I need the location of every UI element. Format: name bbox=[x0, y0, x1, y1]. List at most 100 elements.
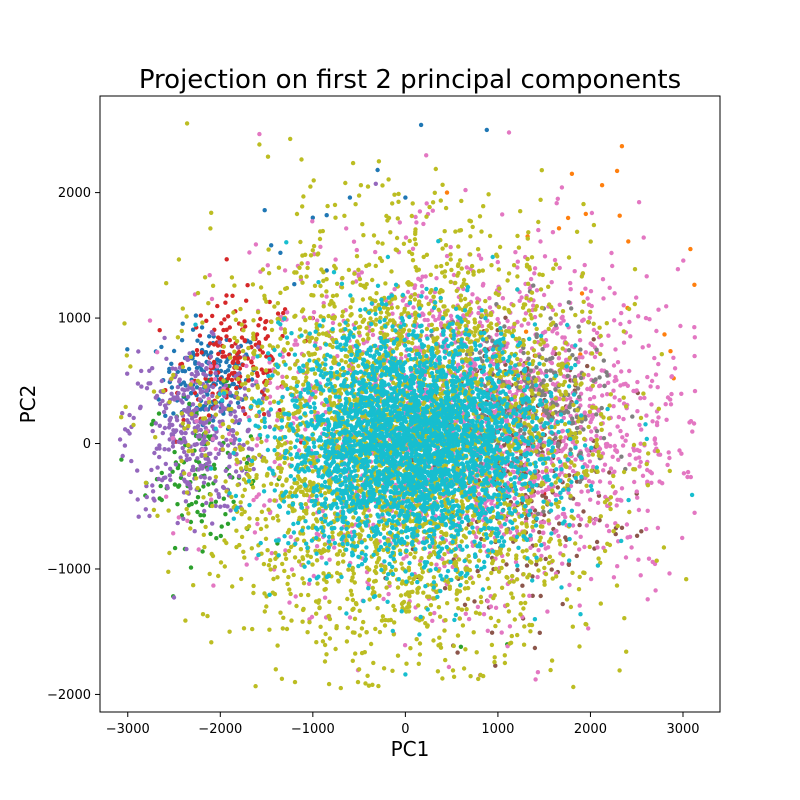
scatter-point bbox=[366, 336, 371, 341]
scatter-point bbox=[299, 157, 304, 162]
scatter-point bbox=[600, 277, 606, 282]
scatter-point bbox=[172, 545, 178, 551]
scatter-point bbox=[196, 547, 201, 552]
scatter-point bbox=[560, 561, 565, 566]
scatter-point bbox=[454, 575, 459, 580]
scatter-point bbox=[166, 447, 171, 452]
scatter-point bbox=[307, 315, 313, 321]
scatter-point bbox=[617, 213, 622, 218]
scatter-point bbox=[681, 471, 687, 476]
scatter-point bbox=[463, 611, 468, 616]
scatter-point bbox=[542, 565, 547, 571]
scatter-point bbox=[147, 318, 153, 323]
scatter-point bbox=[251, 590, 256, 596]
scatter-point bbox=[546, 326, 551, 332]
scatter-point bbox=[120, 411, 125, 416]
scatter-point bbox=[587, 459, 593, 464]
scatter-point bbox=[442, 552, 447, 557]
scatter-point bbox=[314, 640, 319, 645]
scatter-point bbox=[531, 303, 536, 308]
scatter-point bbox=[192, 529, 197, 534]
scatter-point bbox=[233, 414, 238, 419]
scatter-point bbox=[618, 428, 623, 434]
scatter-point bbox=[300, 576, 305, 581]
scatter-point bbox=[531, 528, 536, 533]
scatter-point bbox=[368, 316, 373, 321]
scatter-point bbox=[236, 349, 242, 355]
scatter-point bbox=[663, 402, 668, 407]
scatter-point bbox=[281, 310, 286, 316]
scatter-point bbox=[217, 441, 222, 446]
scatter-point bbox=[652, 437, 657, 442]
scatter-point bbox=[216, 494, 222, 500]
scatter-point bbox=[688, 419, 694, 424]
scatter-point bbox=[538, 593, 543, 599]
scatter-point bbox=[585, 363, 590, 369]
scatter-point bbox=[172, 482, 178, 487]
scatter-point bbox=[601, 436, 607, 441]
scatter-point bbox=[403, 195, 408, 200]
scatter-point bbox=[311, 243, 317, 249]
scatter-point bbox=[200, 502, 205, 508]
scatter-point bbox=[627, 368, 632, 374]
scatter-point bbox=[312, 283, 318, 288]
scatter-point bbox=[254, 332, 260, 337]
scatter-point bbox=[373, 181, 378, 186]
scatter-point bbox=[613, 448, 618, 453]
scatter-point bbox=[538, 239, 543, 244]
scatter-point bbox=[396, 191, 401, 197]
scatter-point bbox=[560, 346, 565, 351]
scatter-point bbox=[159, 478, 165, 483]
scatter-point bbox=[238, 306, 243, 312]
scatter-point bbox=[201, 439, 206, 444]
scatter-point bbox=[578, 375, 584, 381]
scatter-point bbox=[410, 258, 416, 263]
scatter-point bbox=[186, 503, 192, 508]
scatter-point bbox=[412, 319, 417, 324]
scatter-point bbox=[599, 183, 605, 188]
scatter-point bbox=[315, 410, 320, 416]
scatter-point bbox=[558, 435, 563, 440]
scatter-point bbox=[256, 492, 262, 497]
scatter-point bbox=[269, 243, 274, 248]
scatter-point bbox=[151, 496, 156, 501]
scatter-point bbox=[590, 414, 595, 420]
scatter-point bbox=[619, 498, 624, 503]
scatter-point bbox=[428, 611, 433, 617]
scatter-point bbox=[576, 502, 581, 507]
scatter-point bbox=[278, 469, 284, 474]
scatter-point bbox=[206, 360, 212, 365]
scatter-point bbox=[250, 383, 255, 388]
scatter-point bbox=[627, 452, 632, 458]
scatter-point bbox=[203, 407, 209, 412]
scatter-point bbox=[188, 526, 193, 531]
scatter-point bbox=[424, 153, 429, 158]
scatter-point bbox=[583, 211, 588, 217]
scatter-point bbox=[527, 593, 532, 598]
scatter-point bbox=[224, 437, 229, 442]
scatter-point bbox=[203, 453, 208, 458]
scatter-point bbox=[335, 353, 340, 359]
scatter-point bbox=[582, 262, 587, 268]
scatter-point bbox=[138, 404, 143, 409]
scatter-point bbox=[292, 342, 297, 347]
scatter-point bbox=[169, 385, 175, 390]
scatter-point bbox=[197, 333, 203, 338]
scatter-point bbox=[231, 499, 236, 504]
scatter-point bbox=[185, 518, 190, 523]
scatter-point bbox=[526, 321, 531, 326]
scatter-point bbox=[517, 298, 522, 303]
scatter-point bbox=[217, 419, 222, 424]
scatter-point bbox=[513, 250, 518, 255]
scatter-point bbox=[250, 626, 255, 632]
scatter-point bbox=[166, 425, 172, 430]
scatter-point bbox=[521, 572, 526, 577]
scatter-point bbox=[213, 478, 218, 484]
scatter-point bbox=[474, 534, 479, 540]
scatter-point bbox=[324, 268, 329, 273]
scatter-point bbox=[579, 291, 585, 296]
scatter-point bbox=[212, 466, 217, 471]
scatter-point bbox=[311, 310, 317, 315]
scatter-point bbox=[283, 556, 289, 561]
scatter-point bbox=[233, 365, 238, 370]
